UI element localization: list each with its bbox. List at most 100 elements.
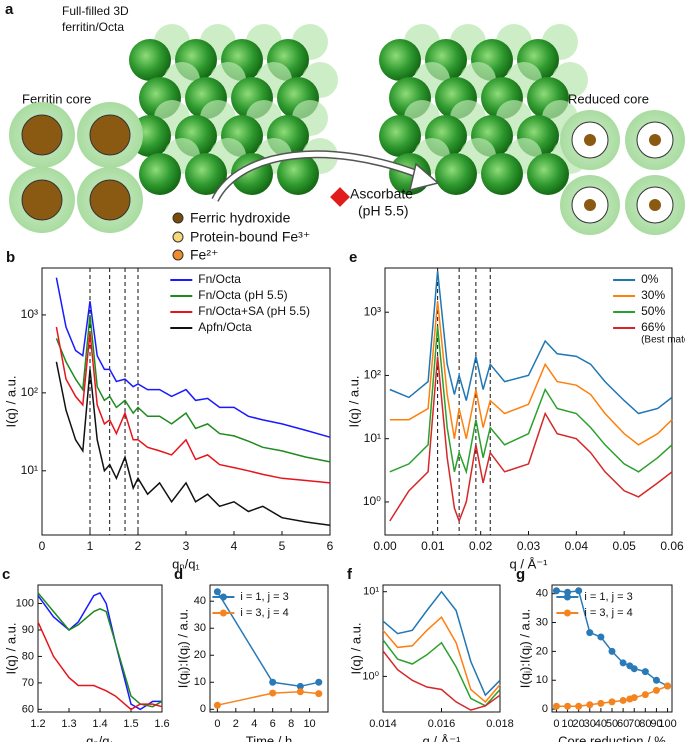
legend-swatch (563, 593, 571, 601)
point (552, 587, 560, 595)
legend-text: i = 3, j = 4 (584, 607, 632, 619)
point (269, 678, 277, 686)
series-line (556, 589, 668, 687)
series-line (55, 314, 331, 463)
x-tick-label: 0.02 (469, 539, 493, 553)
core (649, 134, 661, 146)
series-line (37, 592, 163, 708)
legend-text: 30% (641, 288, 665, 302)
legend-text: i = 3, j = 4 (240, 607, 288, 619)
panel-a: a Full-filled 3D ferritin/Octa Ferritin … (5, 1, 685, 263)
core (584, 199, 596, 211)
y-tick-label: 10² (364, 368, 381, 382)
x-tick-label: 1.4 (92, 718, 107, 730)
point (552, 702, 560, 710)
x-tick-label: 0.014 (369, 718, 397, 730)
legend-note: (Best match) (641, 335, 685, 346)
chart: e 0.00 0.01 0.02 0.03 0.04 0.05 0.06 10⁰ 10¹ 10² 10… (346, 249, 685, 571)
point (608, 698, 616, 706)
point (564, 702, 572, 710)
y-tick-label: 10³ (364, 304, 381, 318)
y-tick-label: 40 (536, 588, 548, 600)
x-tick-label: 0.01 (421, 539, 445, 553)
legend-text: i = 1, j = 3 (584, 591, 632, 603)
point (597, 699, 605, 707)
y-tick-label: 10 (536, 674, 548, 686)
x-tick-label: 0 (553, 718, 559, 730)
x-tick-label: 0.05 (612, 539, 636, 553)
y-tick-label: 100 (16, 597, 34, 609)
y-tick-label: 30 (194, 622, 206, 634)
panel-label: a (5, 1, 14, 18)
chart: c 1.2 1.3 1.4 1.5 1.6 60 70 80 90 100 qₙ/q₁ I(q) / a… (2, 566, 170, 747)
y-axis-label: I(q) / a.u. (346, 375, 361, 427)
x-tick-label: 10 (303, 718, 315, 730)
x-tick-label: 0.016 (428, 718, 456, 730)
y-tick-label: 10³ (21, 307, 38, 321)
chart: b 0 1 2 3 4 5 6 10¹ 10² 10³ qₙ/q₁ I(q) / a.u. Fn/Octa… (3, 249, 333, 571)
x-tick-label: 0.06 (660, 539, 684, 553)
point (652, 686, 660, 694)
ferritin (277, 153, 319, 195)
y-axis-label: I(qᵢ):I(qⱼ) / a.u. (517, 609, 532, 688)
x-tick-label: 40 (595, 718, 607, 730)
lattice (129, 24, 338, 195)
ferritin (527, 153, 569, 195)
chart: d 0 2 4 6 8 10 0 10 20 30 40 Time / h I(qᵢ):I(qⱼ) / a… (174, 566, 329, 747)
x-tick-label: 90 (650, 718, 662, 730)
series-line (389, 326, 673, 475)
series-line (55, 361, 331, 527)
x-tick-label: 2 (233, 718, 239, 730)
legend-text: Apfn/Octa (198, 320, 252, 334)
diamond (330, 187, 350, 207)
x-axis-label: q / Å⁻¹ (510, 556, 549, 571)
y-tick-label: 60 (22, 703, 34, 715)
x-tick-label: 1 (87, 539, 94, 553)
series-line (389, 301, 673, 446)
legend-swatch (219, 593, 227, 601)
y-axis-label: I(q) / a.u. (3, 375, 18, 427)
y-tick-label: 90 (22, 624, 34, 636)
point (641, 668, 649, 676)
x-tick-label: 100 (658, 718, 676, 730)
x-axis-label: Core reduction / % (558, 733, 666, 742)
y-tick-label: 80 (22, 650, 34, 662)
x-tick-label: 0 (214, 718, 220, 730)
legend-text: Fn/Octa (pH 5.5) (198, 288, 287, 302)
core (21, 114, 63, 156)
point (630, 694, 638, 702)
point (296, 688, 304, 696)
series-line (216, 591, 319, 688)
point (619, 659, 627, 667)
series-line (37, 591, 162, 711)
x-tick-label: 60 (617, 718, 629, 730)
x-tick-label: 0.00 (373, 539, 397, 553)
core (649, 199, 661, 211)
x-tick-label: 6 (270, 718, 276, 730)
x-tick-label: 0.018 (486, 718, 514, 730)
legend-text: 66% (641, 320, 665, 334)
series-line (217, 690, 319, 706)
panel-label: g (516, 566, 525, 583)
chart: f 0.014 0.016 0.018 10⁰ 10¹ q / Å⁻¹ I(q) / a.u. (347, 566, 514, 747)
panel-label: d (174, 566, 183, 583)
legend-swatch (563, 609, 571, 617)
x-tick-label: 30 (584, 718, 596, 730)
x-tick-label: 2 (135, 539, 142, 553)
point (213, 701, 221, 709)
x-tick-label: 50 (606, 718, 618, 730)
point (315, 690, 323, 698)
point (597, 633, 605, 641)
y-tick-label: 30 (536, 616, 548, 628)
panel-label: c (2, 566, 10, 583)
ferritin (129, 39, 171, 81)
y-tick-label: 10⁰ (362, 670, 379, 682)
x-tick-label: 0.03 (517, 539, 541, 553)
point (315, 678, 323, 686)
legend-text: Ferric hydroxide (190, 210, 291, 226)
series-line (382, 616, 501, 703)
y-tick-label: 70 (22, 677, 34, 689)
x-tick-label: 80 (639, 718, 651, 730)
